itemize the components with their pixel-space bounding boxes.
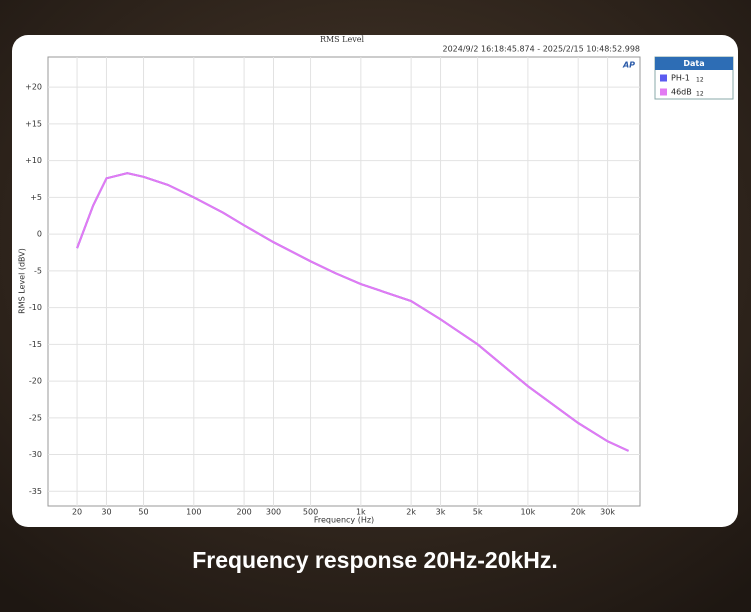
y-tick-label: -5: [34, 266, 42, 275]
y-tick-label: -35: [29, 487, 42, 496]
x-tick-label: 10k: [520, 508, 535, 517]
y-tick-label: +10: [25, 156, 42, 165]
data-line: [76, 172, 629, 452]
x-axis-label: Frequency (Hz): [314, 516, 374, 525]
legend-swatch: [660, 74, 667, 82]
x-tick-label: 500: [303, 508, 318, 517]
x-tick-label: 30: [101, 508, 111, 517]
y-tick-label: -25: [29, 413, 42, 422]
y-tick-label: 0: [37, 230, 42, 239]
y-tick-label: -30: [29, 450, 42, 459]
x-tick-label: 20: [72, 508, 82, 517]
x-tick-label: 2k: [406, 508, 416, 517]
y-tick-label: +15: [25, 119, 42, 128]
y-tick-label: -20: [29, 377, 42, 386]
x-tick-label: 100: [186, 508, 201, 517]
legend-header: [655, 57, 733, 70]
chart-title: RMS Level: [320, 35, 365, 44]
x-tick-label: 3k: [436, 508, 446, 517]
y-axis-label: RMS Level (dBV): [18, 248, 27, 314]
legend-title: Data: [683, 59, 704, 68]
x-tick-label: 300: [266, 508, 281, 517]
plot-area: [47, 56, 641, 507]
legend-suffix: 12: [696, 91, 704, 98]
caption: Frequency response 20Hz-20kHz.: [192, 547, 558, 573]
logo: AP: [622, 61, 635, 70]
legend-swatch: [660, 88, 667, 96]
timestamp: 2024/9/2 16:18:45.874 - 2025/2/15 10:48:…: [443, 45, 641, 54]
x-tick-label: 20k: [571, 508, 586, 517]
x-tick-label: 200: [236, 508, 251, 517]
y-tick-label: +20: [25, 83, 42, 92]
y-tick-label: -10: [29, 303, 42, 312]
x-tick-label: 30k: [600, 508, 615, 517]
x-tick-label: 50: [138, 508, 148, 517]
y-tick-label: +5: [30, 193, 42, 202]
legend-label: PH-1: [671, 74, 690, 83]
legend-suffix: 12: [696, 77, 704, 84]
legend-label: 46dB: [671, 88, 692, 97]
x-tick-label: 1k: [356, 508, 366, 517]
y-tick-label: -15: [29, 340, 42, 349]
x-tick-label: 5k: [473, 508, 483, 517]
